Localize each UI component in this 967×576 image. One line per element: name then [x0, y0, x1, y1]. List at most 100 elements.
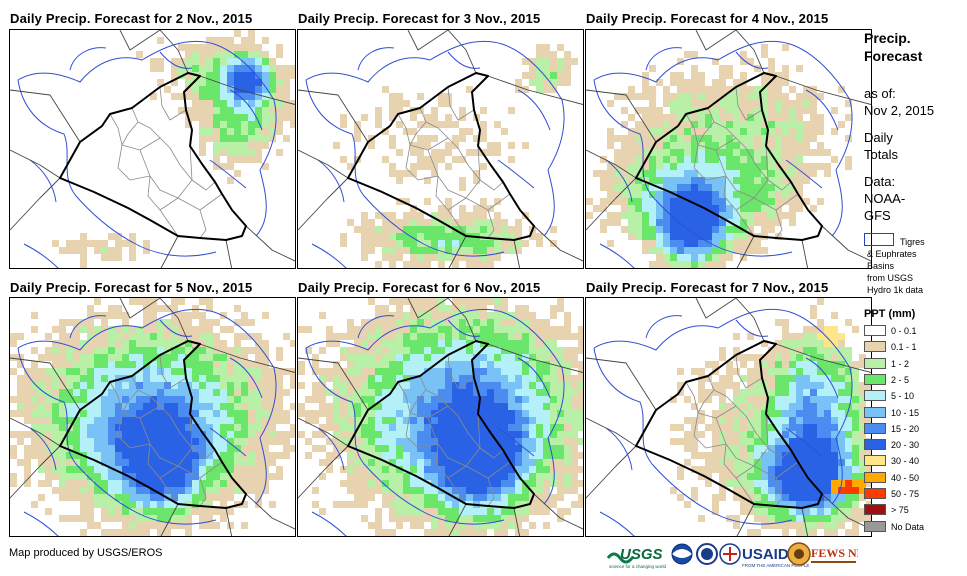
province-boundary	[447, 477, 467, 505]
map-panel-nov6[interactable]	[297, 297, 584, 537]
side-title-line1: Precip.	[864, 30, 911, 46]
totals-line1: Daily	[864, 130, 893, 145]
legend-item: 20 - 30	[864, 439, 919, 451]
country-boundary	[10, 417, 61, 447]
panel-title-nov5: Daily Precip. Forecast for 5 Nov., 2015	[10, 280, 253, 295]
legend-swatch	[864, 471, 886, 483]
basin-boundary	[735, 319, 769, 337]
basin-boundary	[593, 79, 793, 257]
legend-swatch	[864, 373, 886, 385]
province-boundary	[199, 477, 207, 507]
legend-swatch	[864, 439, 886, 451]
legend-label: > 75	[891, 505, 909, 516]
basin-boundary	[517, 357, 551, 399]
map-panel-nov3[interactable]	[297, 29, 584, 269]
province-boundary	[397, 381, 459, 419]
basin-boundary	[209, 159, 247, 189]
basin-boundary	[593, 40, 853, 237]
country-boundary	[298, 149, 349, 179]
legend-item: 30 - 40	[864, 455, 919, 467]
basin-boundary	[805, 357, 839, 399]
province-boundary	[723, 443, 755, 479]
map-panel-nov2[interactable]	[9, 29, 296, 269]
precip-map-nov3	[298, 30, 583, 268]
province-boundary	[685, 113, 747, 151]
map-panel-nov4[interactable]	[585, 29, 872, 269]
basin-boundary	[317, 159, 345, 203]
country-boundary	[10, 357, 81, 411]
country-boundary	[533, 493, 583, 530]
province-boundary	[735, 86, 763, 121]
map-panel-nov7[interactable]	[585, 297, 872, 537]
province-boundary	[159, 354, 187, 389]
map-panel-nov5[interactable]	[9, 297, 296, 537]
legend-swatch	[864, 325, 886, 336]
country-boundary	[245, 225, 295, 262]
legend-label: 15 - 20	[891, 423, 920, 434]
province-boundary	[723, 175, 755, 211]
province-boundary	[109, 113, 171, 151]
country-boundary	[225, 239, 233, 268]
country-boundary	[695, 298, 737, 319]
country-boundary	[159, 30, 189, 74]
basin-legend-line3: Basins	[867, 261, 895, 271]
basin-boundary	[23, 243, 59, 268]
province-boundary	[199, 209, 207, 239]
province-boundary	[435, 443, 467, 479]
precip-map-nov5	[10, 298, 295, 536]
legend-swatch	[864, 455, 886, 467]
basin-boundary	[497, 159, 535, 189]
country-boundary	[225, 507, 233, 536]
legend-item: 40 - 50	[864, 471, 920, 484]
country-boundary	[735, 30, 765, 74]
legend-item: > 75	[864, 504, 909, 516]
country-boundary	[199, 343, 295, 373]
province-boundary	[139, 145, 193, 199]
province-boundary	[447, 86, 475, 121]
precip-map-nov2	[10, 30, 295, 268]
iraq-border	[59, 340, 247, 509]
usaid-logo-tagline: FROM THE AMERICAN PEOPLE	[742, 563, 809, 568]
basin-boundary	[305, 40, 565, 237]
legend-swatch	[864, 488, 886, 499]
province-boundary	[707, 375, 737, 407]
data-source-line3: GFS	[864, 208, 891, 223]
country-boundary	[586, 177, 637, 231]
province-boundary	[159, 209, 179, 237]
legend-swatch	[864, 390, 886, 402]
panel-title-nov3: Daily Precip. Forecast for 3 Nov., 2015	[298, 11, 541, 26]
basin-boundary	[29, 427, 57, 471]
legend-label: 30 - 40	[891, 456, 920, 467]
legend-label: 0.1 - 1	[891, 342, 917, 353]
basin-boundary	[497, 427, 535, 457]
basin-legend-line2: & Euphrates	[867, 249, 917, 259]
country-boundary	[735, 298, 765, 342]
precip-grid	[333, 44, 578, 268]
legend-label: No Data	[891, 521, 925, 532]
usaid-logo: USAID FROM THE AMERICAN PEOPLE	[719, 543, 809, 568]
province-boundary	[109, 381, 171, 419]
province-boundary	[191, 447, 216, 459]
legend-label: 1 - 2	[891, 358, 910, 369]
province-boundary	[121, 121, 139, 146]
province-boundary	[775, 209, 783, 239]
legend-label: 10 - 15	[891, 407, 920, 418]
basin-boundary	[593, 308, 853, 505]
basin-boundary	[229, 89, 263, 131]
province-boundary	[457, 147, 481, 181]
noaa-logo	[671, 543, 693, 565]
usgs-logo-tagline: science for a changing world	[609, 564, 667, 569]
basin-boundary	[357, 315, 395, 339]
country-boundary	[586, 89, 657, 143]
basin-boundary	[645, 47, 683, 71]
basin-boundary	[785, 159, 823, 189]
legend-label: 40 - 50	[891, 472, 920, 483]
legend-item: 15 - 20	[864, 422, 920, 435]
legend-swatch	[864, 341, 886, 353]
basin-boundary	[305, 79, 505, 257]
basin-boundary	[785, 427, 823, 457]
legend-label: 50 - 75	[891, 489, 920, 499]
province-boundary	[745, 415, 769, 449]
province-boundary	[117, 412, 151, 449]
side-title-line2: Forecast	[864, 48, 923, 64]
